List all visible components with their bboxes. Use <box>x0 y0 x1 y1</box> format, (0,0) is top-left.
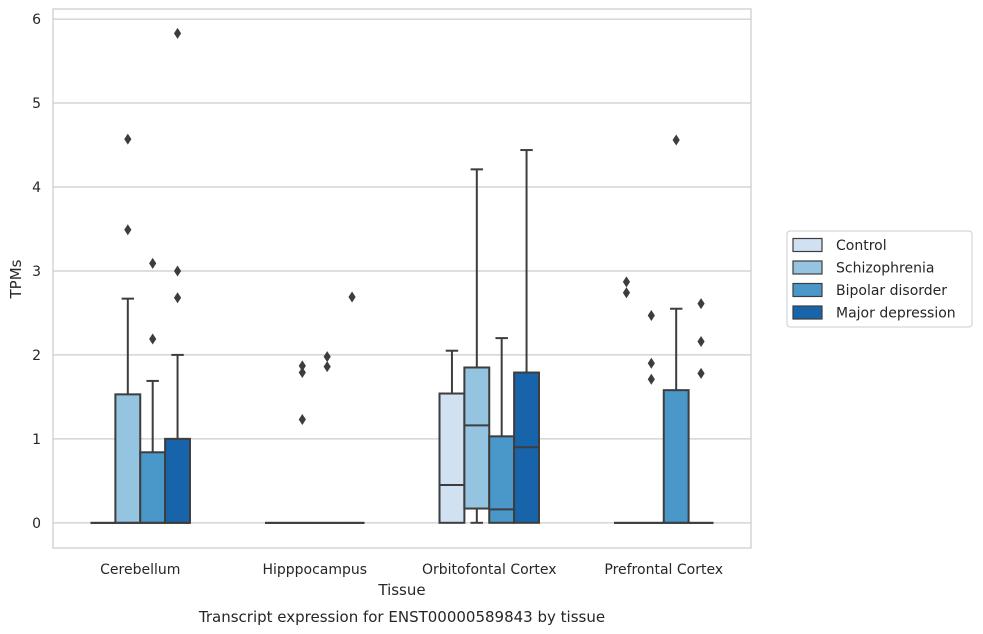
box-body <box>662 389 690 524</box>
box-major-depression <box>339 291 365 524</box>
outlier-marker <box>323 361 331 373</box>
outlier-marker <box>298 360 306 372</box>
box-major-depression <box>513 149 540 524</box>
box-schizophrenia <box>289 360 315 524</box>
y-tick-label: 3 <box>32 264 41 280</box>
legend-swatch <box>792 260 823 275</box>
legend-label: Schizophrenia <box>836 261 934 277</box>
outlier-marker <box>323 351 331 363</box>
y-tick-label: 5 <box>32 96 41 112</box>
y-tick-label: 6 <box>32 12 41 28</box>
outlier-marker <box>173 27 182 39</box>
outlier-marker <box>149 333 157 345</box>
box-schizophrenia <box>638 309 664 524</box>
outlier-marker <box>298 367 306 379</box>
box-body <box>164 437 191 524</box>
outlier-marker <box>622 287 631 299</box>
box-body <box>114 393 142 524</box>
box-schizophrenia <box>114 133 142 524</box>
box-major-depression <box>688 298 714 524</box>
legend-swatch <box>792 282 823 298</box>
box-body <box>463 366 491 510</box>
box-major-depression <box>164 27 191 524</box>
x-tick-label: Orbitofontal Cortex <box>422 562 557 578</box>
outlier-marker <box>173 292 182 304</box>
box-control <box>614 276 639 524</box>
box-bipolar-disorder <box>139 257 167 524</box>
x-axis-title: Tissue <box>377 581 425 599</box>
box-body <box>438 392 466 524</box>
outlier-marker <box>647 309 655 321</box>
box-groups <box>90 27 714 524</box>
outlier-marker <box>697 298 705 310</box>
box-control <box>438 349 466 524</box>
outlier-marker <box>622 276 631 288</box>
y-tick-labels: 0 1 2 3 4 5 6 <box>32 12 41 532</box>
x-tick-label: Prefrontal Cortex <box>604 562 723 578</box>
legend-frame <box>786 230 973 328</box>
legend-swatch <box>792 305 823 320</box>
x-tick-label: Cerebellum <box>100 562 180 578</box>
outlier-marker <box>149 257 157 269</box>
outlier-marker <box>124 133 132 145</box>
figure-caption: Transcript expression for ENST0000058984… <box>198 608 605 626</box>
box-bipolar-disorder <box>314 351 340 524</box>
x-tick-label: Hipppocampus <box>262 562 367 578</box>
outlier-marker <box>173 265 182 277</box>
outlier-marker <box>697 367 705 379</box>
box-bipolar-disorder <box>662 134 690 524</box>
legend: Control Schizophrenia Bipolar disorder Majo… <box>786 230 973 328</box>
x-tick-labels: Cerebellum Hipppocampus Orbitofontal Corte… <box>100 562 723 578</box>
outlier-marker <box>124 224 132 236</box>
outlier-marker <box>647 373 655 385</box>
legend-label: Major depression <box>836 306 956 322</box>
outlier-marker <box>647 357 655 369</box>
y-tick-label: 4 <box>32 180 41 196</box>
box-bipolar-disorder <box>488 337 516 524</box>
box-body <box>139 451 167 524</box>
y-tick-label: 0 <box>32 516 41 532</box>
plot-area-frame <box>52 8 752 549</box>
box-schizophrenia <box>463 168 491 524</box>
y-tick-label: 1 <box>32 432 41 448</box>
legend-swatch <box>792 237 823 253</box>
outlier-marker <box>348 291 356 303</box>
outlier-marker <box>672 134 680 146</box>
gridlines <box>53 18 751 524</box>
outlier-marker <box>298 414 306 426</box>
legend-label: Bipolar disorder <box>836 283 947 299</box>
y-axis-title: TPMs <box>7 259 25 299</box>
y-tick-label: 2 <box>32 348 41 364</box>
legend-label: Control <box>836 238 887 254</box>
outlier-marker <box>697 335 705 347</box>
